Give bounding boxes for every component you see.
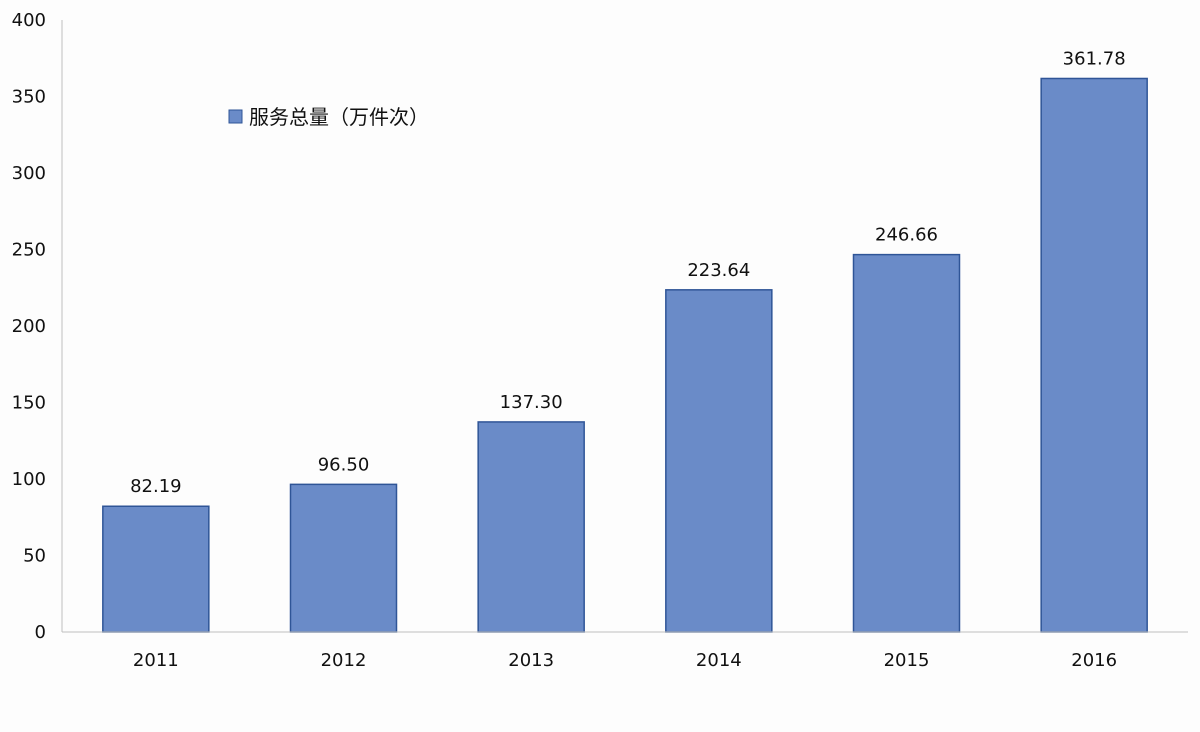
bar-2013 — [477, 421, 585, 633]
y-tick-label: 50 — [23, 546, 46, 567]
data-label-2014: 223.64 — [687, 260, 750, 281]
bar-2016 — [1040, 77, 1148, 633]
legend-swatch — [228, 109, 243, 124]
data-label-2011: 82.19 — [130, 476, 182, 497]
data-label-2013: 137.30 — [500, 392, 563, 413]
x-tick-label-2014: 2014 — [696, 650, 742, 671]
y-tick-label: 250 — [12, 240, 46, 261]
x-tick-label-2016: 2016 — [1071, 650, 1117, 671]
y-tick-label: 0 — [35, 622, 46, 643]
bar-2015 — [852, 253, 961, 633]
legend: 服务总量（万件次） — [228, 105, 429, 129]
y-tick-label: 100 — [12, 469, 46, 490]
y-tick-label: 300 — [12, 163, 46, 184]
legend-label: 服务总量（万件次） — [249, 105, 429, 129]
x-tick-label-2013: 2013 — [508, 650, 554, 671]
bars — [102, 77, 1148, 633]
x-tick-label-2015: 2015 — [884, 650, 930, 671]
y-tick-label: 150 — [12, 393, 46, 414]
data-label-2015: 246.66 — [875, 225, 938, 246]
y-tick-label: 200 — [12, 316, 46, 337]
y-tick-label: 400 — [12, 10, 46, 31]
x-axis: 2011 2012 2013 2014 2015 2016 — [62, 631, 1188, 671]
data-label-2016: 361.78 — [1063, 48, 1126, 69]
y-tick-label: 350 — [12, 87, 46, 108]
bar-2012 — [289, 483, 398, 633]
x-tick-label-2011: 2011 — [133, 650, 179, 671]
bar-2011 — [102, 505, 210, 633]
data-labels: 82.19 96.50 137.30 223.64 246.66 361.78 — [130, 48, 1126, 497]
data-label-2012: 96.50 — [318, 454, 370, 475]
y-axis: 0 50 100 150 200 250 300 350 400 — [12, 10, 63, 643]
x-tick-label-2012: 2012 — [321, 650, 367, 671]
bar-2014 — [665, 289, 773, 633]
